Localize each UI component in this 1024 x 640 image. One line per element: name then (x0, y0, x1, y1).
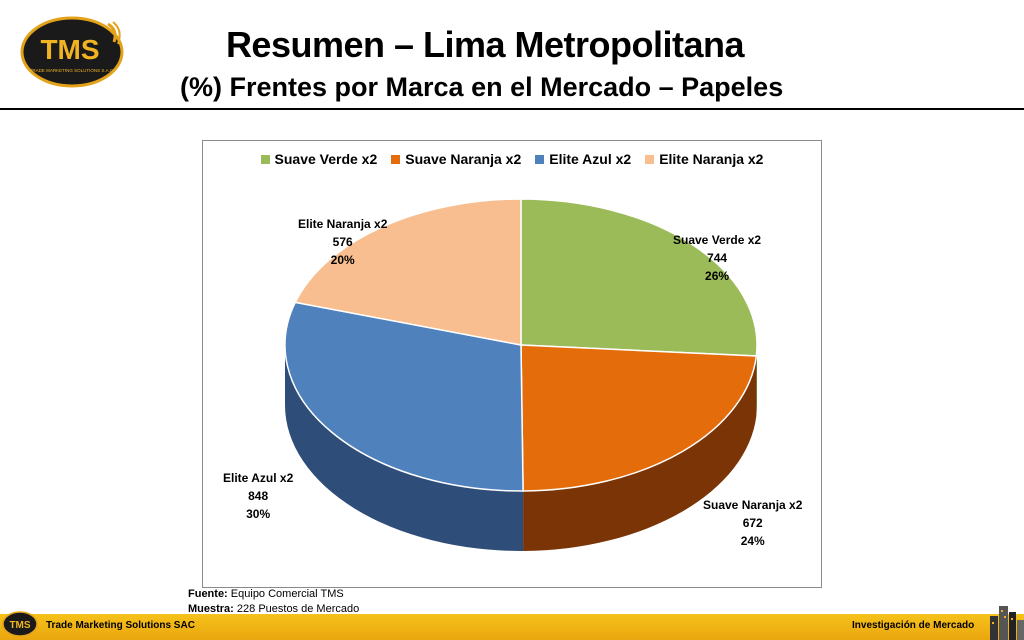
legend-swatch (260, 154, 270, 164)
footer-logo: TMS (2, 611, 38, 637)
buildings-icon (990, 606, 1024, 640)
legend-label: Suave Naranja x2 (405, 151, 522, 167)
slice-label-name: Elite Azul x2 (223, 471, 294, 485)
legend-swatch (535, 154, 545, 164)
pie-chart-svg (284, 198, 758, 551)
pie-slice-side (523, 355, 757, 551)
tms-logo: TMS TRADE MARKETING SOLUTIONS S.A.C. (20, 16, 124, 88)
legend-swatch (645, 154, 655, 164)
footer-department: Investigación de Mercado (852, 620, 975, 631)
muestra-value: 228 Puestos de Mercado (236, 603, 360, 615)
slice-label-percent: 24% (740, 534, 765, 548)
slice-data-label: Elite Azul x2 848 30% (223, 469, 293, 523)
slice-data-label: Suave Naranja x2 672 24% (703, 496, 802, 550)
pie-chart: Suave Verde x2 Suave Naranja x2 Elite Azul… (202, 140, 822, 588)
slice-label-value: 848 (248, 489, 269, 503)
slice-label-name: Suave Verde x2 (673, 233, 762, 247)
slice-data-label: Elite Naranja x2 576 20% (298, 215, 387, 269)
footer-company: Trade Marketing Solutions SAC (46, 620, 195, 631)
logo-tagline: TRADE MARKETING SOLUTIONS S.A.C. (30, 68, 115, 73)
pie-slice-side (285, 345, 524, 551)
chart-legend: Suave Verde x2 Suave Naranja x2 Elite Azul… (203, 151, 821, 167)
slice-label-name: Elite Naranja x2 (298, 217, 388, 231)
slice-label-percent: 26% (705, 269, 730, 283)
slice-label-percent: 20% (330, 253, 355, 267)
footer-logo-text: TMS (9, 620, 30, 631)
slice-label-name: Suave Naranja x2 (703, 498, 803, 512)
fuente-value: Equipo Comercial TMS (230, 588, 344, 600)
pie-slice (520, 198, 758, 357)
page-title: Resumen – Lima Metropolitana (225, 24, 745, 65)
legend-swatch (391, 154, 401, 164)
legend-label: Elite Azul x2 (549, 151, 632, 167)
muestra-label: Muestra: (188, 603, 234, 615)
slice-label-value: 672 (742, 516, 763, 530)
slice-label-percent: 30% (246, 507, 271, 521)
slice-label-value: 744 (707, 251, 728, 265)
footer-bar (0, 614, 1024, 640)
legend-item: Elite Naranja x2 (645, 151, 763, 167)
page-subtitle: (%) Frentes por Marca en el Mercado – Pa… (180, 72, 784, 102)
legend-item: Elite Azul x2 (535, 151, 631, 167)
slice-label-value: 576 (332, 235, 353, 249)
header-divider (0, 108, 1024, 110)
fuente-label: Fuente: (188, 588, 228, 600)
pie-slice (294, 198, 522, 346)
slice-data-label: Suave Verde x2 744 26% (673, 231, 761, 285)
legend-item: Suave Verde x2 (260, 151, 378, 167)
pie-slice (520, 344, 758, 492)
legend-label: Suave Verde x2 (274, 151, 378, 167)
source-note: Fuente: Equipo Comercial TMS Muestra: 22… (188, 587, 359, 617)
pie-slice-side (756, 345, 757, 416)
legend-label: Elite Naranja x2 (659, 151, 764, 167)
logo-text: TMS (40, 34, 99, 65)
legend-item: Suave Naranja x2 (391, 151, 521, 167)
pie-slice (284, 301, 524, 492)
